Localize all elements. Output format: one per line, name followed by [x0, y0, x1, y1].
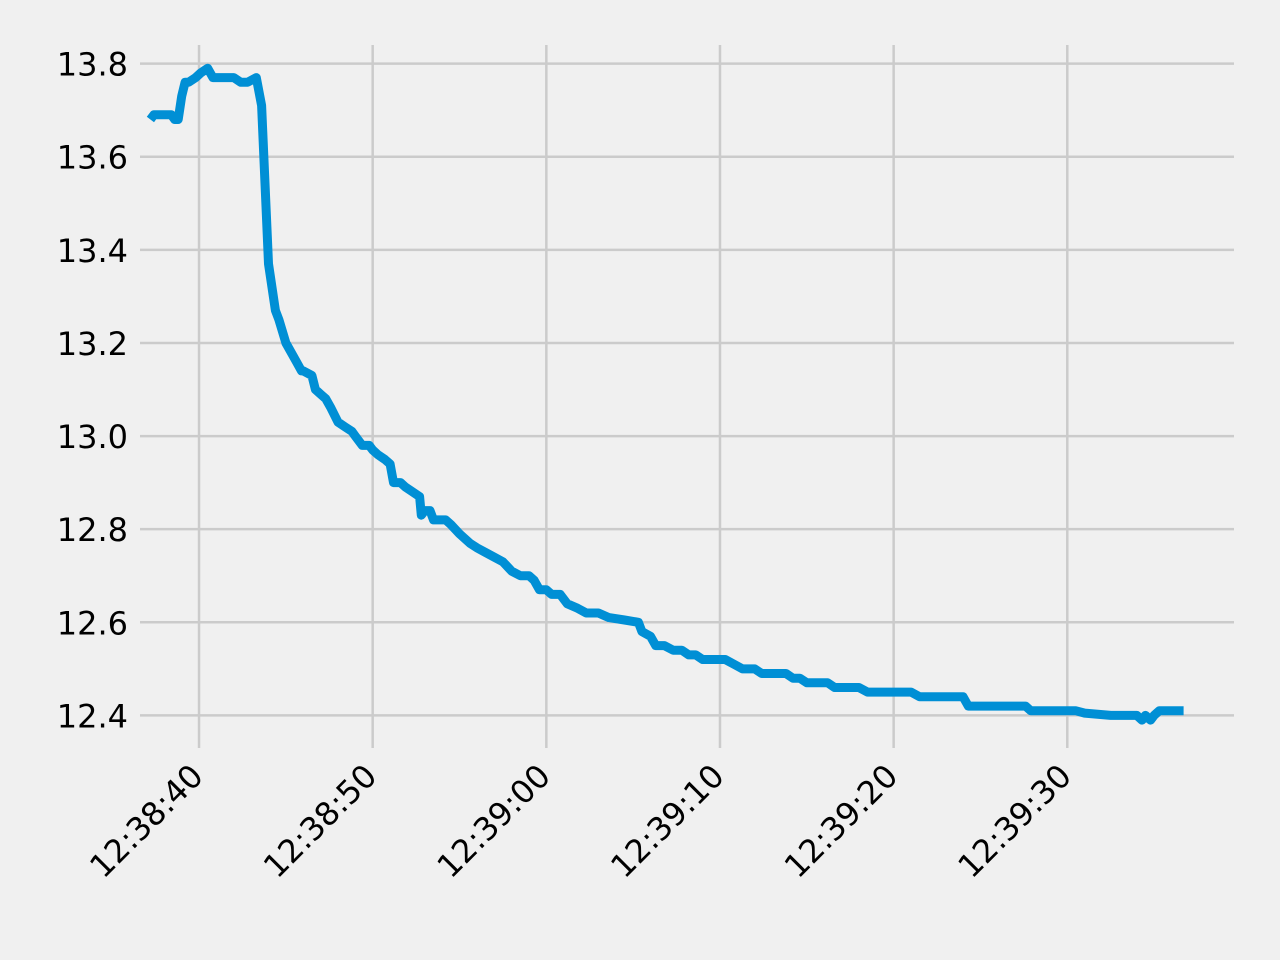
x-gridlines: [197, 45, 1069, 748]
x-tick-label: 12:39:00: [430, 757, 558, 885]
x-tick-label: 12:38:50: [256, 757, 384, 885]
y-tick-label: 13.2: [57, 325, 128, 363]
x-tick-labels: 12:38:40 12:38:50 12:39:00 12:39:10 12:39:20…: [82, 757, 1079, 885]
y-tick-label: 13.0: [57, 418, 128, 456]
series-line: [146, 63, 1184, 725]
y-tick-label: 12.4: [57, 697, 128, 735]
y-tick-label: 13.8: [57, 46, 128, 84]
y-tick-labels: 12.4 12.6 12.8 13.0 13.2 13.4 13.6 13.8: [57, 46, 128, 736]
series-layer: [146, 63, 1184, 725]
x-tick-label: 12:39:10: [603, 757, 731, 885]
x-tick-label: 12:39:20: [777, 757, 905, 885]
y-tick-label: 12.6: [57, 604, 128, 642]
y-tick-label: 13.4: [57, 232, 128, 270]
x-tick-label: 12:39:30: [950, 757, 1078, 885]
y-tick-label: 13.6: [57, 139, 128, 177]
x-tick-label: 12:38:40: [82, 757, 210, 885]
y-tick-label: 12.8: [57, 511, 128, 549]
y-gridlines: [140, 62, 1234, 717]
